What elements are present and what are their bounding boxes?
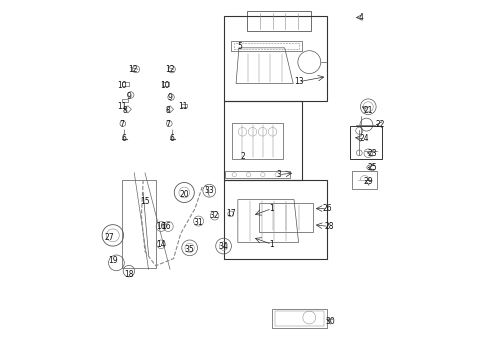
- Text: 27: 27: [104, 233, 114, 242]
- Text: 9: 9: [126, 91, 131, 100]
- Text: 9: 9: [168, 93, 172, 102]
- Text: 28: 28: [324, 222, 334, 231]
- Text: 6: 6: [121, 134, 126, 143]
- Text: 24: 24: [360, 134, 369, 143]
- Text: 30: 30: [326, 316, 336, 325]
- Text: 35: 35: [185, 245, 195, 254]
- Text: 15: 15: [140, 197, 150, 206]
- Text: 16: 16: [156, 222, 166, 231]
- Text: 5: 5: [237, 41, 242, 50]
- Text: 18: 18: [124, 270, 134, 279]
- Text: 17: 17: [226, 210, 236, 219]
- Text: 13: 13: [294, 77, 303, 86]
- Text: 7: 7: [120, 120, 124, 129]
- Text: 2: 2: [241, 152, 245, 161]
- Text: 1: 1: [270, 240, 274, 249]
- Text: 7: 7: [166, 120, 171, 129]
- Text: 4: 4: [359, 13, 364, 22]
- Text: 33: 33: [204, 186, 214, 195]
- Text: 31: 31: [194, 219, 203, 228]
- Text: 11: 11: [178, 102, 187, 111]
- Text: 20: 20: [179, 190, 189, 199]
- Text: 11: 11: [117, 102, 126, 111]
- Text: 32: 32: [210, 211, 220, 220]
- Text: 8: 8: [166, 106, 171, 115]
- Text: 34: 34: [219, 242, 228, 251]
- Text: 8: 8: [123, 106, 128, 115]
- Text: 10: 10: [160, 81, 170, 90]
- Text: 26: 26: [322, 204, 332, 213]
- Text: 23: 23: [367, 149, 377, 158]
- Text: 12: 12: [128, 65, 137, 74]
- Text: 3: 3: [276, 170, 281, 179]
- Text: 1: 1: [270, 204, 274, 213]
- Text: 29: 29: [364, 177, 373, 186]
- Text: 10: 10: [117, 81, 126, 90]
- Text: 19: 19: [108, 256, 118, 265]
- Text: 22: 22: [376, 120, 386, 129]
- Text: 16: 16: [162, 222, 171, 231]
- Text: 12: 12: [165, 65, 175, 74]
- Text: 25: 25: [367, 163, 377, 172]
- Text: 14: 14: [156, 240, 166, 249]
- Text: 6: 6: [170, 134, 174, 143]
- Text: 21: 21: [364, 106, 373, 115]
